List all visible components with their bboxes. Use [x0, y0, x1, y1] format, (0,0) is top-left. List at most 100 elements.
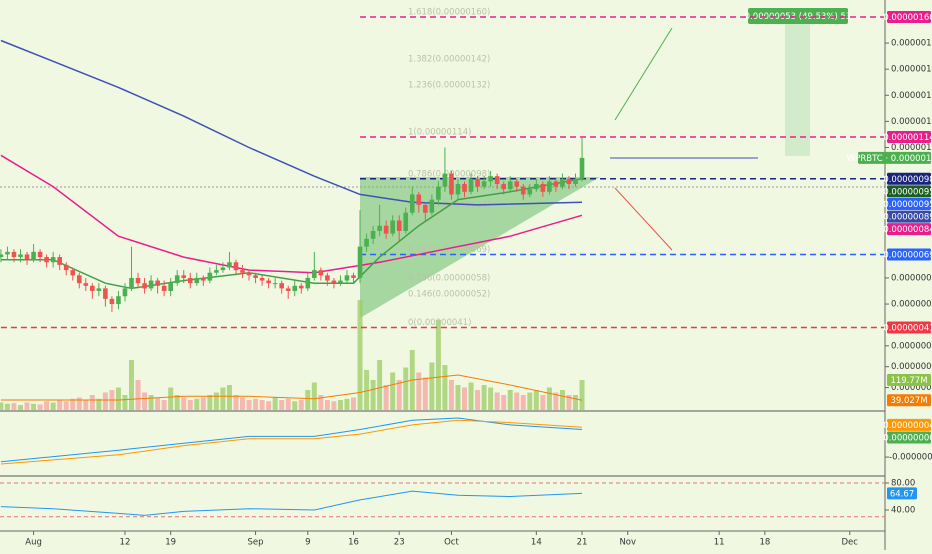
- volume-bar: [266, 401, 272, 410]
- volume-bar: [259, 400, 265, 410]
- candle-body: [540, 183, 546, 192]
- volume-bar: [318, 395, 324, 410]
- candle-body: [566, 178, 572, 184]
- candle-body: [233, 262, 239, 271]
- candle-body: [129, 277, 134, 289]
- price-badge: [887, 394, 931, 407]
- volume-bar: [377, 360, 383, 410]
- volume-bar: [481, 385, 487, 410]
- volume-bar: [337, 400, 343, 410]
- volume-bar: [533, 390, 539, 410]
- price-badge: [887, 321, 931, 334]
- candle-body: [24, 254, 30, 260]
- candle-body: [344, 275, 350, 281]
- candle-body: [377, 225, 382, 231]
- volume-bar: [488, 387, 494, 410]
- volume-bar: [501, 395, 507, 410]
- candle-body: [325, 275, 330, 281]
- volume-bar: [89, 395, 95, 410]
- volume-bar: [435, 320, 441, 410]
- candle-body: [207, 272, 213, 281]
- y-tick-label: -0.00000010: [889, 453, 932, 463]
- x-tick-label: 19: [165, 538, 176, 548]
- candle-body: [103, 288, 108, 299]
- volume-bar: [566, 395, 572, 410]
- candle-body: [122, 288, 128, 297]
- candle-body: [181, 275, 187, 278]
- candle-body: [455, 183, 461, 195]
- volume-bar: [540, 395, 546, 410]
- volume-bar: [272, 397, 278, 410]
- candle-body: [246, 272, 252, 276]
- fib-label: 0.146(0.00000052): [408, 289, 490, 299]
- volume-bar: [331, 401, 337, 410]
- candle-body: [383, 225, 389, 234]
- volume-bar: [448, 380, 454, 410]
- volume-bar: [396, 380, 402, 410]
- y-tick-label: 0.00000026: [891, 362, 932, 372]
- price-badge: [887, 374, 931, 387]
- fib-label: 1.382(0.00000142): [408, 54, 490, 64]
- candle-body: [0, 254, 4, 258]
- x-tick-label: Oct: [444, 538, 459, 548]
- candle-body: [37, 251, 43, 258]
- arrow-up: [614, 27, 673, 121]
- volume-bar: [220, 387, 226, 410]
- candle-body: [240, 270, 245, 273]
- volume-bar: [383, 385, 389, 410]
- candle-body: [18, 254, 23, 258]
- volume-bar: [520, 395, 526, 410]
- candle-body: [57, 257, 62, 265]
- candle-body: [214, 270, 219, 273]
- candle-body: [488, 176, 493, 182]
- volume-bar: [76, 397, 82, 410]
- volume-bar: [207, 395, 213, 410]
- volume-bar: [468, 382, 474, 410]
- candle-body: [279, 283, 284, 289]
- candle-body: [70, 270, 76, 276]
- volume-bar: [161, 400, 167, 410]
- y-tick-label: 0.00000150: [891, 39, 932, 49]
- price-badge: [887, 185, 931, 198]
- candle-body: [396, 220, 402, 231]
- volume-bar: [11, 403, 17, 410]
- candle-body: [168, 283, 173, 291]
- candle-body: [76, 275, 82, 284]
- candle-body: [227, 262, 232, 268]
- candle-body: [501, 183, 506, 190]
- volume-bar: [4, 403, 10, 410]
- volume-bar: [246, 400, 252, 410]
- volume-bar: [194, 398, 200, 410]
- candle-body: [116, 296, 121, 305]
- candle-body: [285, 288, 291, 291]
- candle-body: [11, 251, 17, 258]
- candle-body: [318, 270, 324, 276]
- fib-label: 1.618(0.00000160): [408, 7, 490, 17]
- x-tick-label: Dec: [842, 538, 859, 548]
- candle-body: [194, 277, 200, 284]
- y-tick-label: 0.00000060: [891, 273, 932, 283]
- x-tick-label: 18: [759, 538, 770, 548]
- candle-body: [442, 173, 448, 187]
- candle-body: [436, 186, 441, 200]
- x-tick-label: 12: [120, 538, 131, 548]
- volume-bar: [442, 365, 448, 410]
- volume-bar: [155, 397, 161, 410]
- y-tick-label: 0.00000120: [891, 117, 932, 127]
- volume-bar: [311, 382, 317, 410]
- candle-body: [44, 257, 49, 263]
- candle-body: [142, 283, 147, 289]
- candle-body: [292, 285, 298, 291]
- volume-bar: [142, 392, 148, 410]
- volume-bar: [475, 390, 481, 410]
- volume-bar: [573, 395, 579, 410]
- price-badge-label: 0.00000041: [883, 324, 932, 334]
- volume-bar: [559, 390, 565, 410]
- price-badge-label: 0.00000084: [883, 225, 932, 235]
- candle-body: [494, 176, 500, 184]
- price-badge: [887, 431, 931, 444]
- volume-bar: [462, 387, 468, 410]
- candle-body: [475, 178, 480, 187]
- volume-bar: [455, 385, 461, 410]
- candle-body: [266, 280, 271, 284]
